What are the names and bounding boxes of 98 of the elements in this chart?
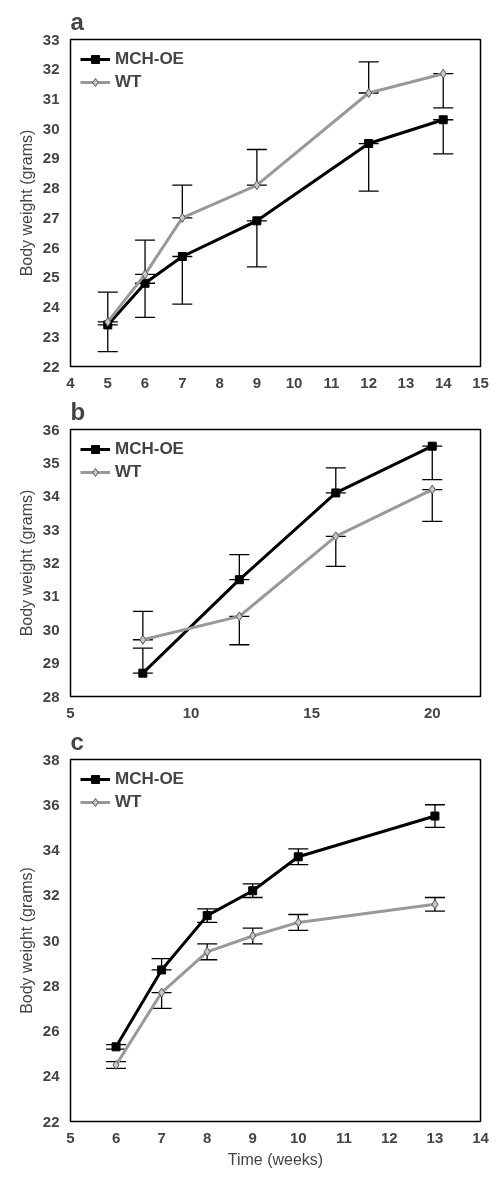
- point: [248, 886, 258, 896]
- y-tick-label: 28: [42, 687, 60, 705]
- x-tick-label: 12: [381, 1128, 398, 1146]
- x-tick-label: 15: [472, 373, 489, 391]
- y-tick-label: 34: [42, 487, 61, 505]
- x-axis-title: Time (weeks): [227, 1150, 324, 1168]
- y-axis-title: Body weight (grams): [17, 129, 35, 277]
- x-tick-label: 12: [360, 373, 378, 391]
- y-tick-label: 31: [42, 89, 60, 107]
- point: [439, 68, 447, 79]
- legend-label: MCH-OE: [115, 49, 184, 69]
- x-tick-label: 11: [323, 373, 340, 391]
- y-tick-label: 26: [42, 238, 60, 256]
- y-tick-label: 29: [42, 654, 60, 672]
- x-tick-label: 13: [397, 373, 415, 391]
- point: [249, 930, 257, 941]
- point: [158, 987, 166, 998]
- point: [365, 88, 373, 99]
- y-tick-label: 36: [42, 420, 60, 438]
- y-tick-label: 29: [42, 149, 60, 167]
- point: [252, 216, 262, 226]
- point: [235, 611, 243, 622]
- y-tick-label: 24: [42, 1067, 61, 1085]
- point: [139, 634, 147, 645]
- x-tick-label: 8: [203, 1128, 212, 1146]
- chart-title: c: [70, 727, 84, 755]
- legend-label: MCH-OE: [115, 439, 184, 459]
- point: [253, 180, 261, 191]
- point: [138, 668, 148, 678]
- x-tick-label: 15: [303, 703, 321, 721]
- y-tick-label: 31: [42, 587, 60, 605]
- y-tick-label: 22: [42, 357, 60, 375]
- x-tick-label: 14: [472, 1128, 490, 1146]
- y-tick-label: 22: [42, 1112, 60, 1130]
- x-tick-label: 5: [103, 373, 112, 391]
- x-tick-label: 9: [248, 1128, 257, 1146]
- point: [438, 115, 448, 125]
- x-tick-label: 10: [285, 373, 303, 391]
- chart-title: b: [70, 397, 86, 425]
- y-tick-label: 25: [42, 268, 60, 286]
- x-tick-label: 5: [66, 1128, 75, 1146]
- y-tick-label: 38: [42, 750, 60, 768]
- legend-label: WT: [115, 462, 142, 482]
- x-tick-label: 8: [215, 373, 224, 391]
- y-tick-label: 32: [42, 886, 60, 904]
- y-tick-label: 33: [42, 520, 60, 538]
- point: [293, 852, 303, 862]
- y-tick-label: 34: [42, 841, 61, 858]
- y-tick-label: 30: [42, 931, 60, 949]
- y-tick-label: 32: [42, 60, 60, 78]
- point: [177, 252, 187, 262]
- point: [104, 316, 112, 327]
- point: [332, 531, 340, 542]
- y-tick-label: 33: [42, 30, 60, 48]
- y-axis-title: Body weight (grams): [17, 489, 35, 637]
- y-tick-label: 28: [42, 976, 60, 994]
- legend-label: MCH-OE: [115, 769, 184, 789]
- y-tick-label: 36: [42, 795, 60, 813]
- x-tick-label: 4: [66, 373, 76, 391]
- y-tick-label: 23: [42, 327, 60, 345]
- legend-label: WT: [115, 72, 142, 92]
- point: [111, 1042, 121, 1052]
- x-tick-label: 11: [335, 1128, 352, 1146]
- x-tick-label: 7: [178, 373, 187, 391]
- point: [430, 811, 440, 821]
- point: [364, 139, 374, 149]
- x-tick-label: 13: [426, 1128, 444, 1146]
- y-tick-label: 24: [42, 298, 61, 316]
- point: [234, 575, 244, 585]
- point: [428, 484, 436, 495]
- x-tick-label: 5: [66, 703, 75, 721]
- point: [140, 278, 150, 288]
- y-tick-label: 26: [42, 1022, 60, 1039]
- y-tick-label: 35: [42, 453, 60, 471]
- point: [203, 946, 211, 957]
- point: [294, 917, 302, 928]
- point: [141, 269, 149, 280]
- y-tick-label: 27: [42, 208, 60, 226]
- x-tick-label: 7: [157, 1128, 166, 1146]
- point: [178, 212, 186, 223]
- x-tick-label: 9: [252, 373, 262, 391]
- x-tick-label: 14: [434, 373, 453, 391]
- y-tick-label: 30: [42, 620, 60, 638]
- x-tick-label: 10: [182, 703, 200, 721]
- y-axis-title: Body weight (grams): [17, 867, 35, 1014]
- x-tick-label: 20: [423, 703, 441, 721]
- chart-title: a: [70, 7, 85, 35]
- point: [202, 911, 212, 921]
- point: [427, 441, 437, 451]
- x-tick-label: 6: [140, 373, 150, 391]
- x-tick-label: 10: [289, 1128, 307, 1146]
- legend-label: WT: [115, 792, 142, 812]
- point: [157, 965, 167, 975]
- y-tick-label: 32: [42, 554, 60, 571]
- y-tick-label: 28: [42, 179, 60, 197]
- y-tick-label: 30: [42, 119, 60, 137]
- x-tick-label: 6: [111, 1128, 121, 1146]
- point: [331, 488, 341, 498]
